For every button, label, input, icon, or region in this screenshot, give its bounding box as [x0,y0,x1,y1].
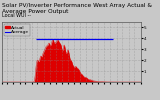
Legend: Actual, Average: Actual, Average [4,24,30,36]
Text: Local WUI --: Local WUI -- [2,13,31,18]
Text: Solar PV/Inverter Performance West Array Actual & Average Power Output: Solar PV/Inverter Performance West Array… [2,3,152,14]
